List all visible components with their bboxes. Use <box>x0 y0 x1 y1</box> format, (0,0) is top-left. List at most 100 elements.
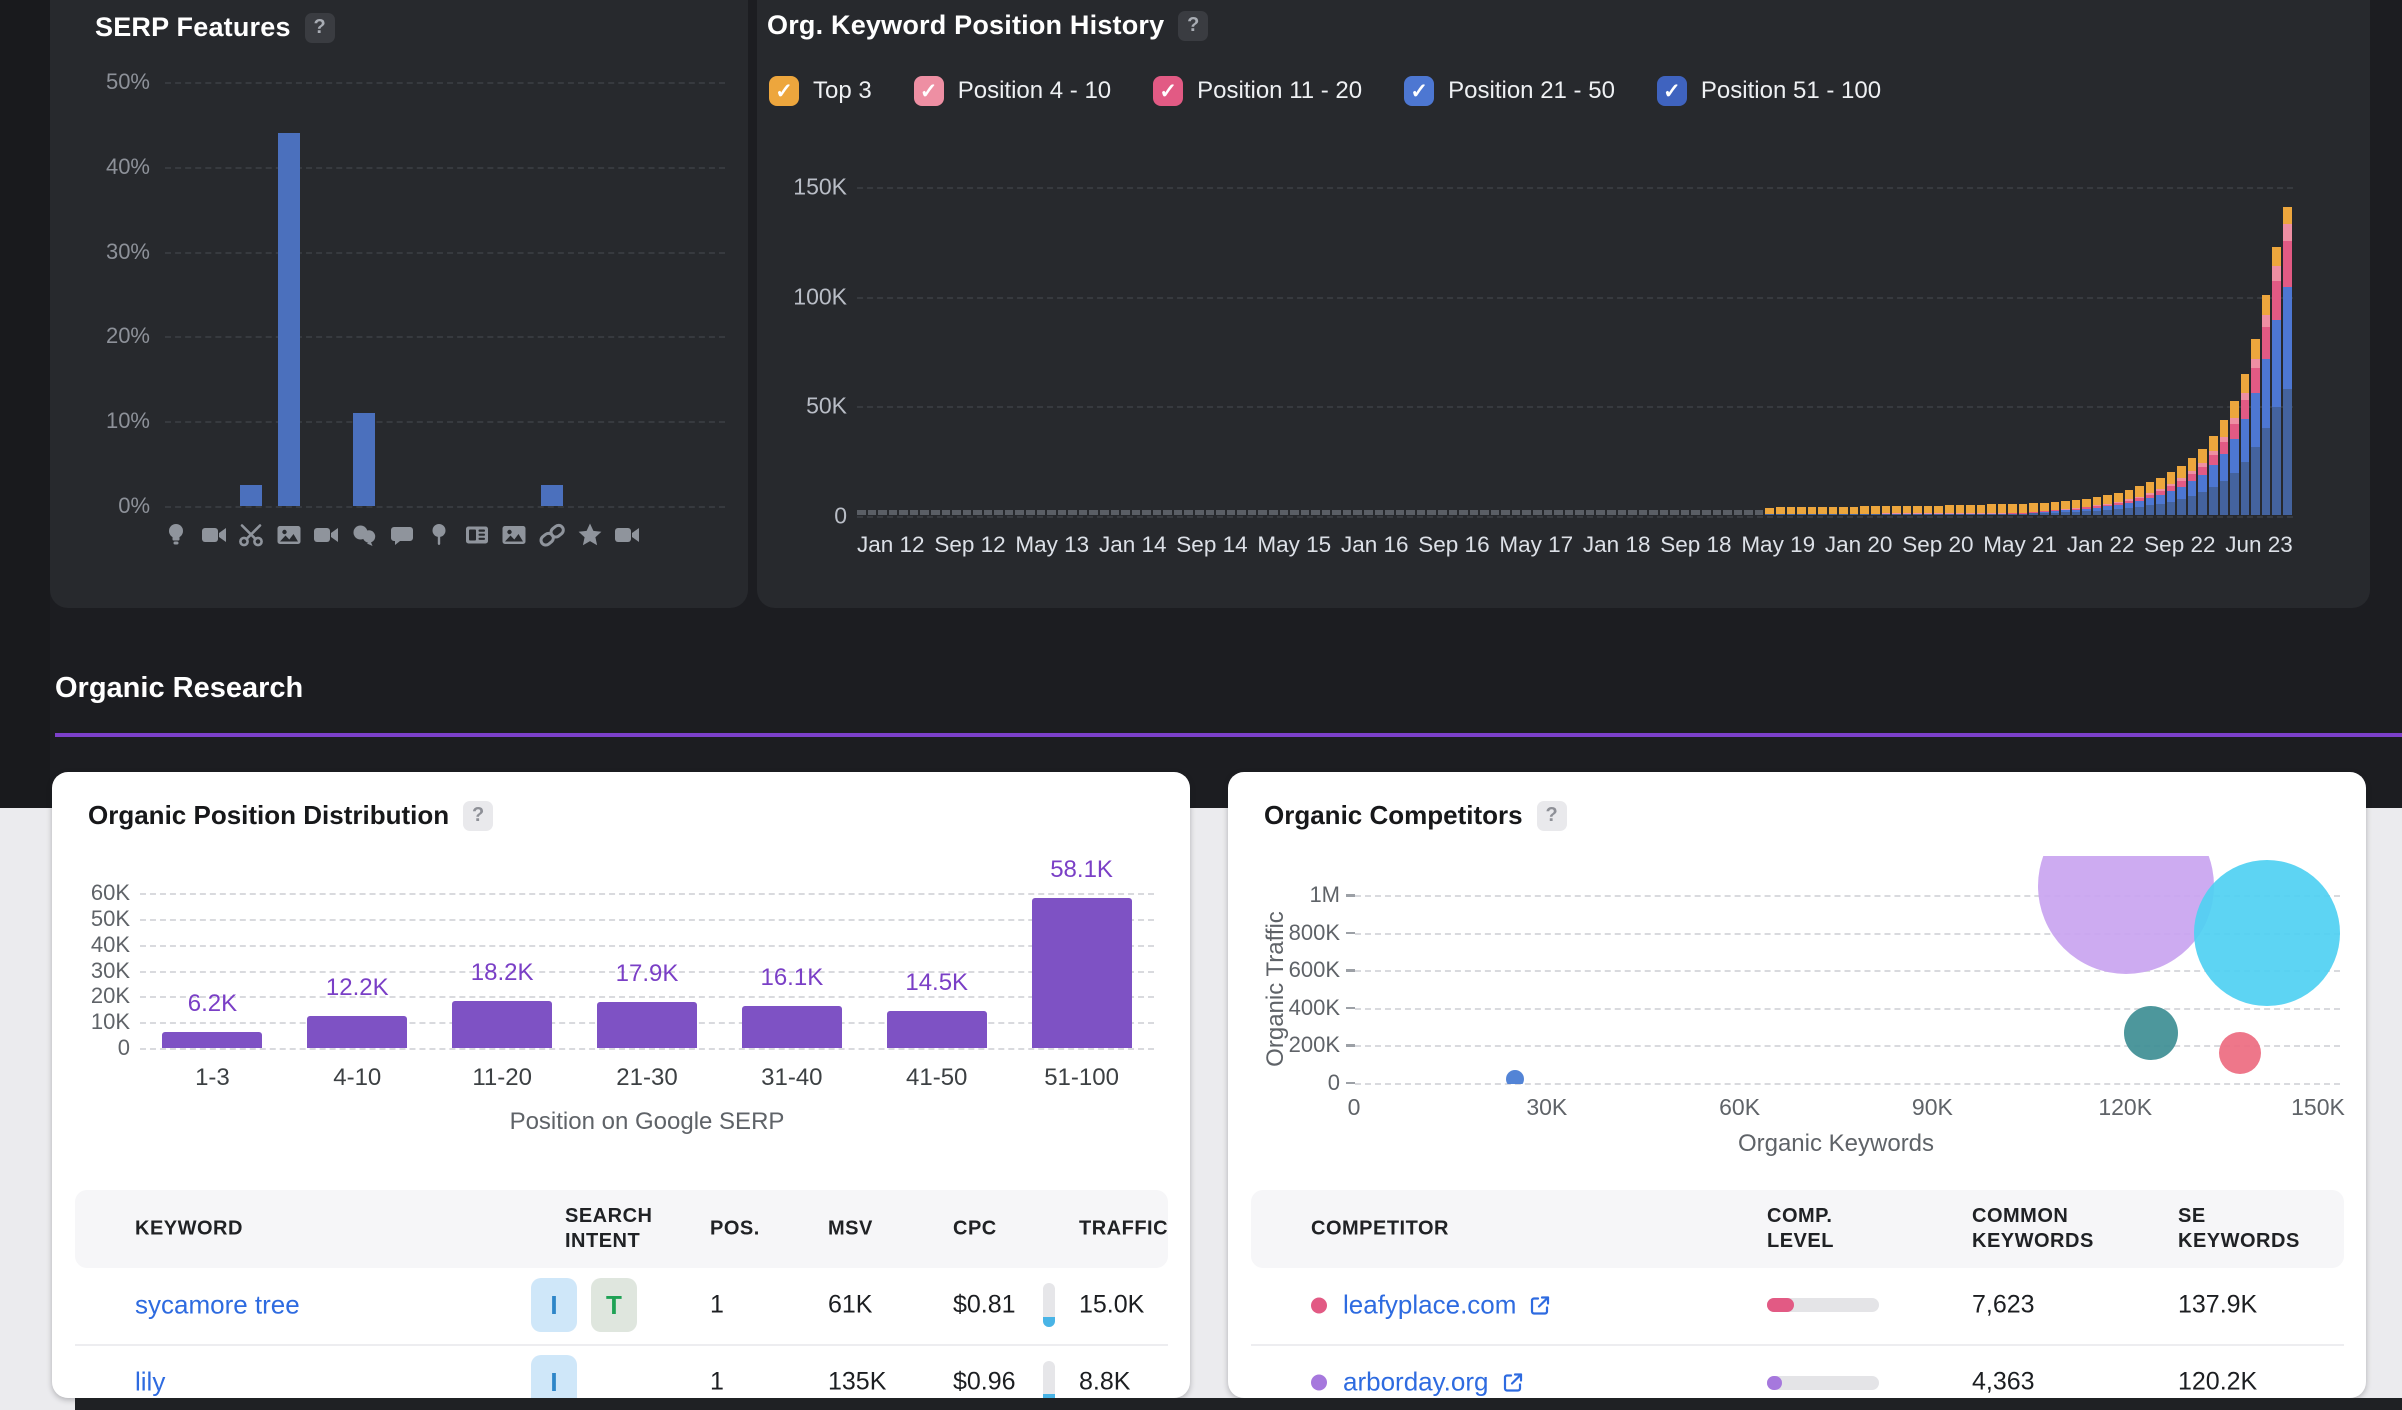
history-bar-no-data[interactable] <box>1564 510 1574 515</box>
history-bar-stacked[interactable] <box>1913 505 1922 515</box>
history-bar-no-data[interactable] <box>867 510 877 515</box>
history-bar-stacked[interactable] <box>2018 503 2028 515</box>
column-header[interactable]: SE KEYWORDS <box>2178 1205 2300 1252</box>
history-bar-stacked[interactable] <box>2187 457 2197 515</box>
history-bar-stacked[interactable] <box>2113 492 2123 515</box>
history-bar-stacked[interactable] <box>2071 499 2081 515</box>
history-bar-no-data[interactable] <box>1459 510 1468 515</box>
bubble-blue[interactable] <box>1505 1070 1524 1084</box>
history-bar-no-data[interactable] <box>1258 510 1267 515</box>
history-bar-stacked[interactable] <box>1902 506 1912 515</box>
history-bar-stacked[interactable] <box>1881 506 1891 515</box>
history-bar-stacked[interactable] <box>1944 505 1954 515</box>
legend-item-position-21-50[interactable]: ✓ Position 21 - 50 <box>1404 76 1615 106</box>
history-bar-no-data[interactable] <box>1533 510 1542 515</box>
competitor-link[interactable]: leafyplace.com <box>1343 1289 1517 1320</box>
history-bar-stacked[interactable] <box>1976 504 1986 515</box>
column-header[interactable]: TRAFFIC <box>1079 1217 1169 1240</box>
history-bar-stacked[interactable] <box>2008 504 2017 515</box>
history-bar-no-data[interactable] <box>1374 510 1384 515</box>
history-bar-stacked[interactable] <box>2240 374 2250 515</box>
column-header[interactable]: CPC <box>953 1217 997 1240</box>
serp-feature-bar[interactable] <box>541 484 563 506</box>
external-link-icon[interactable] <box>1501 1370 1525 1394</box>
distribution-bar[interactable] <box>741 1006 842 1048</box>
history-bar-no-data[interactable] <box>1226 510 1236 515</box>
history-bar-no-data[interactable] <box>1712 510 1722 515</box>
history-bar-no-data[interactable] <box>1332 510 1341 515</box>
distribution-bar[interactable] <box>597 1001 697 1048</box>
history-bar-stacked[interactable] <box>1934 505 1943 515</box>
serp-feature-bar[interactable] <box>240 484 263 506</box>
history-bar-no-data[interactable] <box>1068 510 1077 515</box>
history-bar-no-data[interactable] <box>962 510 972 515</box>
history-bar-no-data[interactable] <box>1469 510 1479 515</box>
external-link-icon[interactable] <box>1528 1293 1552 1317</box>
history-bar-no-data[interactable] <box>1406 510 1415 515</box>
history-bar-stacked[interactable] <box>2156 477 2165 515</box>
history-bar-no-data[interactable] <box>1480 510 1489 515</box>
history-bar-no-data[interactable] <box>941 510 951 515</box>
history-bar-stacked[interactable] <box>2092 496 2102 515</box>
history-bar-no-data[interactable] <box>1501 510 1510 515</box>
history-bar-no-data[interactable] <box>1131 510 1141 515</box>
history-bar-no-data[interactable] <box>1036 510 1046 515</box>
column-header[interactable]: SEARCH INTENT <box>565 1205 653 1252</box>
history-bar-no-data[interactable] <box>1575 510 1584 515</box>
history-bar-stacked[interactable] <box>2135 486 2144 515</box>
legend-checkbox[interactable]: ✓ <box>769 76 799 106</box>
history-bar-no-data[interactable] <box>1606 510 1616 515</box>
column-header[interactable]: COMMON KEYWORDS <box>1972 1205 2094 1252</box>
history-bar-no-data[interactable] <box>1279 510 1289 515</box>
history-bar-stacked[interactable] <box>2177 465 2186 515</box>
history-bar-no-data[interactable] <box>1638 510 1648 515</box>
history-bar-stacked[interactable] <box>1923 505 1933 515</box>
history-bar-no-data[interactable] <box>1680 510 1690 515</box>
history-bar-no-data[interactable] <box>878 510 887 515</box>
help-icon[interactable]: ? <box>463 800 494 831</box>
history-bar-no-data[interactable] <box>1004 510 1014 515</box>
history-bar-no-data[interactable] <box>983 510 993 515</box>
help-icon[interactable]: ? <box>1536 800 1567 831</box>
history-bar-no-data[interactable] <box>1416 510 1426 515</box>
serp-feature-bar[interactable] <box>277 132 300 506</box>
distribution-bar[interactable] <box>307 1016 408 1048</box>
history-bar-no-data[interactable] <box>1554 510 1563 515</box>
history-bar-stacked[interactable] <box>1966 504 1975 515</box>
history-bar-no-data[interactable] <box>1617 510 1627 515</box>
history-bar-no-data[interactable] <box>1448 510 1458 515</box>
history-bar-no-data[interactable] <box>1427 510 1436 515</box>
history-bar-no-data[interactable] <box>1364 510 1373 515</box>
column-header[interactable]: COMPETITOR <box>1311 1217 1449 1240</box>
history-bar-stacked[interactable] <box>2282 207 2292 515</box>
serp-feature-bar[interactable] <box>353 412 375 506</box>
legend-checkbox[interactable]: ✓ <box>913 76 944 106</box>
history-bar-no-data[interactable] <box>1089 510 1098 515</box>
history-bar-stacked[interactable] <box>2198 449 2207 515</box>
history-bar-no-data[interactable] <box>1754 510 1764 515</box>
history-bar-no-data[interactable] <box>1744 510 1753 515</box>
history-bar-no-data[interactable] <box>1205 510 1215 515</box>
competitor-link[interactable]: arborday.org <box>1343 1366 1489 1397</box>
help-icon[interactable]: ? <box>1178 10 1209 41</box>
history-bar-stacked[interactable] <box>2230 400 2239 515</box>
history-bar-stacked[interactable] <box>2145 482 2155 515</box>
keyword-link[interactable]: sycamore tree <box>135 1289 300 1320</box>
history-bar-no-data[interactable] <box>1268 510 1278 515</box>
history-bar-no-data[interactable] <box>1121 510 1130 515</box>
history-bar-no-data[interactable] <box>1057 510 1067 515</box>
history-bar-no-data[interactable] <box>1649 510 1658 515</box>
history-bar-no-data[interactable] <box>1026 510 1035 515</box>
history-bar-no-data[interactable] <box>1628 510 1637 515</box>
history-bar-stacked[interactable] <box>2029 503 2038 515</box>
history-bar-no-data[interactable] <box>930 510 940 515</box>
help-icon[interactable]: ? <box>304 12 335 43</box>
history-bar-stacked[interactable] <box>1807 507 1817 515</box>
history-bar-no-data[interactable] <box>1353 510 1362 515</box>
history-bar-stacked[interactable] <box>1860 506 1869 515</box>
history-bar-no-data[interactable] <box>1184 510 1193 515</box>
legend-checkbox[interactable]: ✓ <box>1656 76 1687 106</box>
column-header[interactable]: COMP. LEVEL <box>1767 1205 1834 1252</box>
history-bar-no-data[interactable] <box>1110 510 1120 515</box>
history-bar-no-data[interactable] <box>952 510 961 515</box>
